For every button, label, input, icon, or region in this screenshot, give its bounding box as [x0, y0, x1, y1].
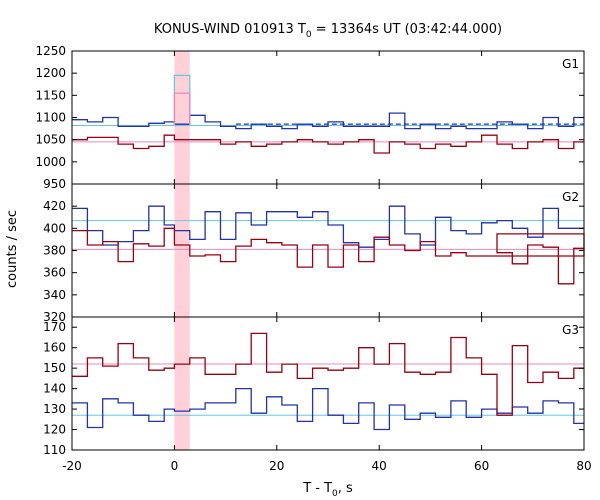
panel-label-g3: G3 — [562, 323, 579, 337]
y-tick-label-g3: 120 — [43, 423, 66, 437]
y-tick-label-g2: 320 — [43, 310, 66, 324]
series-g2-0 — [72, 205, 584, 248]
y-tick-label-g2: 380 — [43, 244, 66, 258]
y-tick-label-g2: 400 — [43, 221, 66, 235]
y-tick-label-g1: 1150 — [35, 88, 66, 102]
x-tick-label: 0 — [171, 459, 179, 473]
y-tick-label-g2: 360 — [43, 266, 66, 280]
series-g1-1 — [72, 134, 584, 154]
x-axis-label: T - T0, s — [302, 481, 353, 499]
y-tick-label-g3: 170 — [43, 320, 66, 334]
x-tick-label: 40 — [372, 459, 387, 473]
y-tick-label-g3: 140 — [43, 382, 66, 396]
plot-area: 950100010501100115012001250G132034036038… — [35, 44, 591, 473]
series-g1-0 — [72, 112, 584, 130]
y-tick-label-g3: 150 — [43, 361, 66, 375]
y-tick-label-g3: 130 — [43, 402, 66, 416]
panel-frame-g1 — [71, 50, 585, 185]
y-tick-label-g1: 1250 — [35, 44, 66, 58]
y-tick-label-g2: 420 — [43, 199, 66, 213]
y-tick-label-g3: 110 — [43, 443, 66, 457]
y-tick-label-g1: 1200 — [35, 66, 66, 80]
series-g3-1 — [72, 332, 584, 416]
x-tick-label: 20 — [269, 459, 284, 473]
series-g3-0 — [72, 387, 584, 431]
x-tick-label: -20 — [62, 459, 82, 473]
y-tick-label-g1: 1100 — [35, 111, 66, 125]
chart-title: KONUS-WIND 010913 T0 = 13364s UT (03:42:… — [154, 22, 502, 40]
x-tick-label: 60 — [474, 459, 489, 473]
y-tick-label-g1: 950 — [43, 177, 66, 191]
y-tick-label-g1: 1000 — [35, 155, 66, 169]
y-tick-label-g1: 1050 — [35, 133, 66, 147]
panel-frame-g3 — [71, 316, 585, 451]
y-axis-label: counts / sec — [5, 210, 20, 288]
y-tick-label-g3: 160 — [43, 341, 66, 355]
panel-label-g1: G1 — [562, 57, 579, 71]
shaded-time-interval — [174, 51, 190, 450]
y-tick-label-g2: 340 — [43, 288, 66, 302]
panel-label-g2: G2 — [562, 190, 579, 204]
series-g1-3 — [173, 92, 191, 126]
series-g2-1 — [72, 227, 585, 285]
x-tick-label: 80 — [576, 459, 591, 473]
